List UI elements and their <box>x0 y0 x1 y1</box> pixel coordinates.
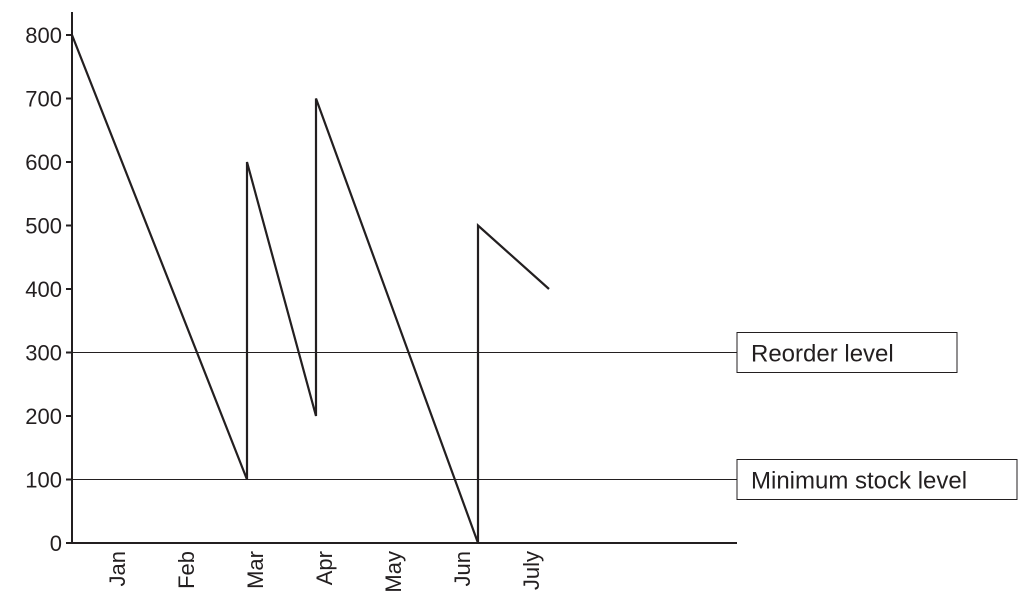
x-tick-label: July <box>519 551 544 590</box>
x-tick-label: Feb <box>174 551 199 589</box>
x-tick-label: May <box>381 551 406 593</box>
x-tick-label: Mar <box>243 551 268 589</box>
x-tick-label: Jan <box>105 551 130 586</box>
y-tick-label: 800 <box>25 23 62 48</box>
y-tick-label: 300 <box>25 341 62 366</box>
reference-label: Reorder level <box>751 341 894 368</box>
y-tick-label: 0 <box>50 531 62 556</box>
x-axis-ticks: Jan Feb Mar Apr May Jun July <box>105 551 544 593</box>
x-tick-label: Apr <box>312 551 337 585</box>
reference-labels: Reorder level Minimum stock level <box>736 332 1018 500</box>
y-tick-label: 700 <box>25 87 62 112</box>
y-tick-label: 100 <box>25 468 62 493</box>
stock-level-line <box>70 34 550 544</box>
series-group <box>70 34 550 544</box>
axes <box>71 12 737 544</box>
y-tick-label: 500 <box>25 214 62 239</box>
y-axis-ticks: 0 100 200 300 400 500 600 700 800 <box>25 23 72 556</box>
reference-lines <box>72 352 737 480</box>
reference-label: Minimum stock level <box>751 468 967 495</box>
reference-label-box <box>736 332 958 373</box>
reference-label-box <box>736 459 1018 500</box>
y-tick-label: 200 <box>25 404 62 429</box>
y-tick-label: 600 <box>25 150 62 175</box>
y-tick-label: 400 <box>25 277 62 302</box>
x-tick-label: Jun <box>450 551 475 586</box>
